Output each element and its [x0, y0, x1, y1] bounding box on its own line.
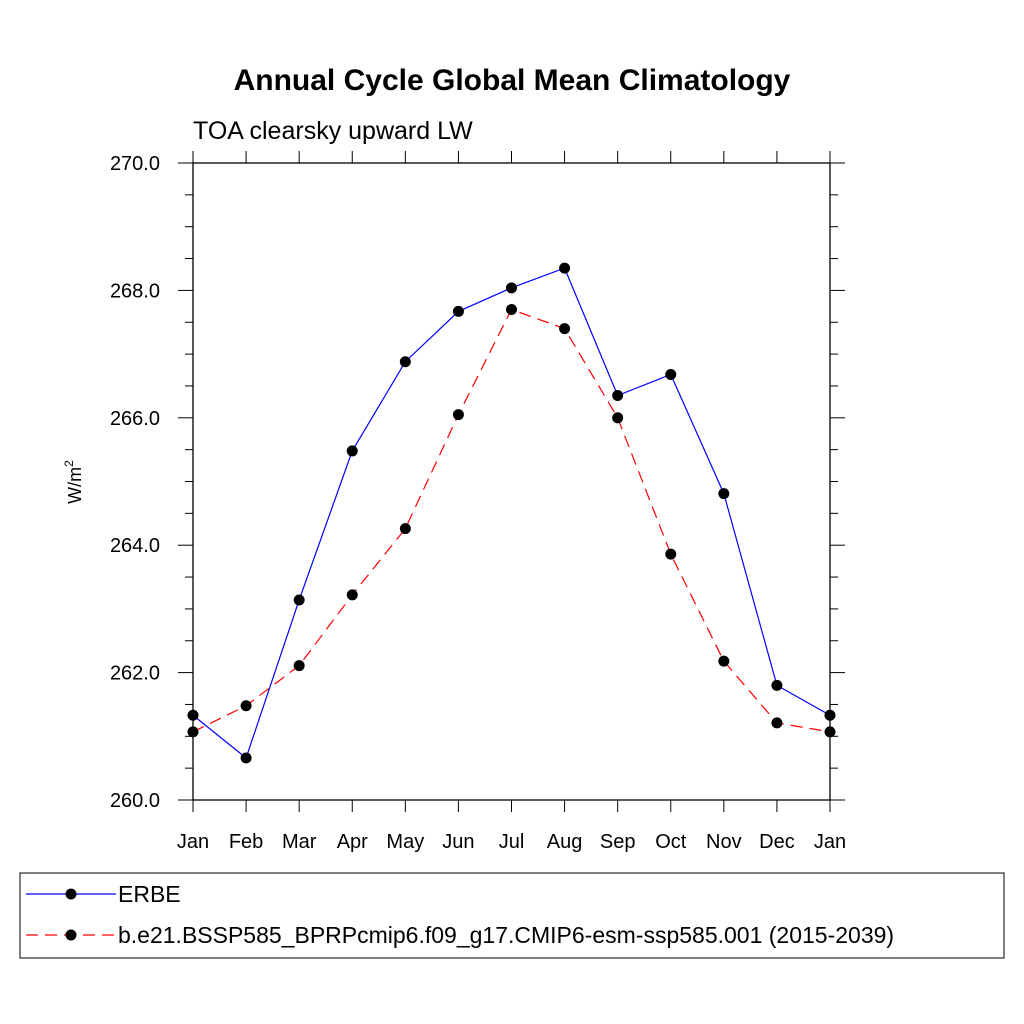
data-point — [506, 282, 517, 294]
series-2 — [187, 304, 836, 738]
x-tick-label: Jan — [177, 831, 209, 853]
y-axis-label-text: W/m — [65, 467, 85, 504]
x-tick-label: Mar — [282, 831, 317, 853]
data-point — [452, 305, 464, 317]
data-point — [399, 523, 411, 535]
data-point — [718, 488, 730, 500]
x-tick-labels: Jan Feb Mar Apr May Jun Jul Aug Sep Oct Nov Dec Jan — [177, 831, 846, 853]
y-tick-label: 260.0 — [110, 790, 160, 812]
y-tick-label: 268.0 — [110, 280, 160, 302]
legend-label: b.e21.BSSP585_BPRPcmip6.f09_g17.CMIP6-es… — [118, 922, 894, 948]
x-tick-label: Aug — [547, 831, 583, 853]
legend-box — [19, 872, 1005, 959]
x-tick-label: Sep — [600, 831, 636, 853]
x-tick-label: Oct — [655, 831, 687, 853]
x-tick-label: Dec — [759, 831, 795, 853]
chart-subtitle: TOA clearsky upward LW — [193, 117, 473, 145]
plot-frame — [192, 162, 831, 801]
legend-marker — [65, 888, 77, 900]
data-point — [665, 548, 677, 560]
data-point — [293, 594, 305, 606]
y-tick-label: 262.0 — [110, 663, 160, 685]
x-tick-label: May — [386, 831, 424, 853]
x-tick-label: Apr — [337, 831, 368, 853]
data-point — [718, 655, 730, 667]
y-tick-label: 264.0 — [110, 535, 160, 557]
x-tick-label: Jan — [814, 831, 846, 853]
data-point — [240, 700, 252, 712]
y-tick-label: 266.0 — [110, 408, 160, 430]
data-point — [612, 412, 624, 424]
data-point — [452, 409, 464, 421]
legend-item: ERBE — [26, 881, 181, 907]
axis-ticks — [178, 151, 845, 812]
data-point — [240, 752, 252, 764]
y-axis-label: W/m2 — [62, 460, 85, 504]
legend: ERBE b.e21.BSSP585_BPRPcmip6.f09_g17.CMIP… — [19, 872, 1005, 959]
data-point — [559, 262, 571, 274]
data-point — [771, 679, 783, 691]
data-point — [293, 660, 305, 672]
series-line — [192, 308, 831, 733]
legend-label: ERBE — [118, 881, 181, 907]
y-tick-label: 270.0 — [110, 153, 160, 175]
x-tick-label: Feb — [229, 831, 263, 853]
data-series — [187, 262, 836, 764]
data-point — [771, 717, 783, 729]
data-point — [346, 445, 358, 457]
data-point — [559, 323, 571, 335]
svg-text:W/m2: W/m2 — [62, 460, 85, 504]
chart-title: Annual Cycle Global Mean Climatology — [234, 64, 791, 97]
series-1 — [187, 262, 836, 764]
y-axis-label-superscript: 2 — [62, 460, 76, 467]
x-tick-label: Jul — [499, 831, 525, 853]
data-point — [506, 304, 517, 316]
y-tick-labels: 260.0 262.0 264.0 266.0 268.0 270.0 — [110, 153, 160, 812]
x-tick-label: Jun — [442, 831, 474, 853]
series-line — [192, 267, 831, 759]
x-tick-label: Nov — [706, 831, 742, 853]
data-point — [665, 368, 677, 380]
data-point — [612, 390, 624, 402]
data-point — [346, 589, 358, 601]
data-point — [399, 356, 411, 368]
legend-item: b.e21.BSSP585_BPRPcmip6.f09_g17.CMIP6-es… — [26, 922, 894, 948]
legend-marker — [65, 929, 77, 941]
